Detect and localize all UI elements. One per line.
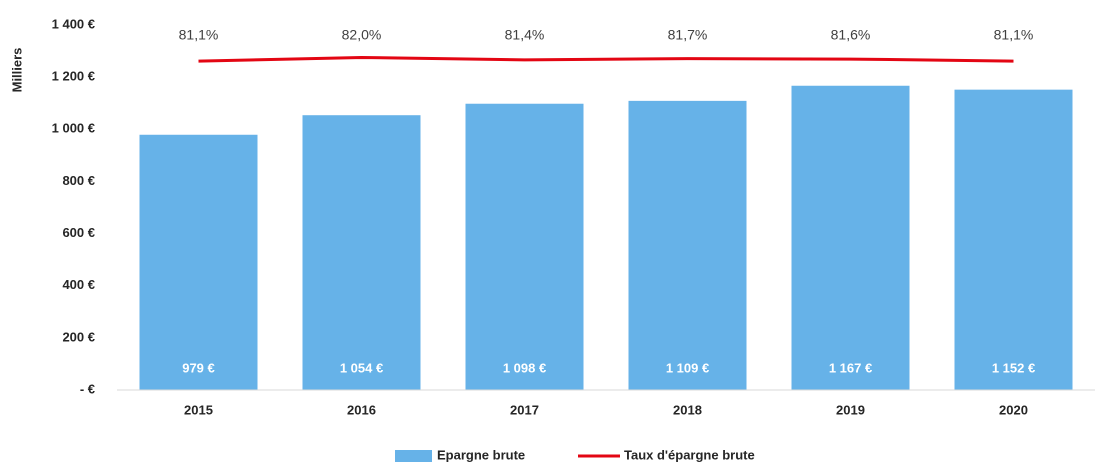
bar <box>791 85 910 390</box>
line-value-label: 81,4% <box>505 27 545 43</box>
line-value-label: 81,6% <box>831 27 871 43</box>
y-tick-label: 1 000 € <box>52 121 95 136</box>
y-tick-label: - € <box>80 381 95 396</box>
x-tick-label: 2016 <box>347 402 376 417</box>
legend-label: Epargne brute <box>437 447 525 462</box>
y-tick-label: 800 € <box>62 173 95 188</box>
x-tick-label: 2019 <box>836 402 865 417</box>
bar-value-label: 1 152 € <box>992 360 1035 375</box>
bar-value-label: 1 054 € <box>340 360 383 375</box>
line-value-label: 81,7% <box>668 27 708 43</box>
y-tick-label: 600 € <box>62 225 95 240</box>
line-value-label: 81,1% <box>994 27 1034 43</box>
bar-value-label: 979 € <box>182 360 215 375</box>
bar <box>628 100 747 390</box>
line-value-label: 81,1% <box>179 27 219 43</box>
bar <box>139 134 258 390</box>
bar <box>302 115 421 390</box>
x-tick-label: 2018 <box>673 402 702 417</box>
y-tick-label: 400 € <box>62 277 95 292</box>
bar-value-label: 1 109 € <box>666 360 709 375</box>
legend-swatch <box>395 450 432 462</box>
bar-value-label: 1 167 € <box>829 360 872 375</box>
x-tick-label: 2020 <box>999 402 1028 417</box>
bar <box>954 89 1073 391</box>
line-value-label: 82,0% <box>342 27 382 43</box>
bar <box>465 103 584 390</box>
legend-label: Taux d'épargne brute <box>624 447 755 462</box>
y-tick-label: 200 € <box>62 329 95 344</box>
line-series <box>198 55 1014 63</box>
y-tick-label: 1 200 € <box>52 69 95 84</box>
x-tick-label: 2017 <box>510 402 539 417</box>
bar-value-label: 1 098 € <box>503 360 546 375</box>
y-tick-label: 1 400 € <box>52 16 95 31</box>
x-tick-label: 2015 <box>184 402 213 417</box>
y-axis-title: Milliers <box>9 48 24 93</box>
